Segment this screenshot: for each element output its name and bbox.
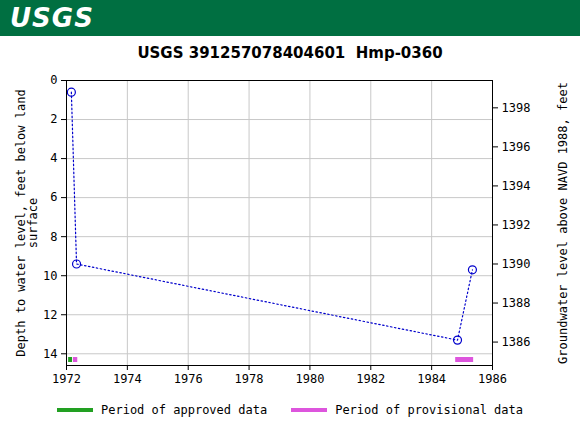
html-text:Period of provisional data: Period of provisional data — [335, 403, 523, 417]
svg-text:2: 2 — [50, 112, 57, 126]
svg-text:1390: 1390 — [502, 257, 531, 271]
svg-text:10: 10 — [43, 269, 57, 283]
html-text:USGS 391257078404601 Hmp-0360: USGS 391257078404601 Hmp-0360 — [137, 44, 443, 62]
svg-text:1388: 1388 — [502, 296, 531, 310]
svg-text:1976: 1976 — [174, 372, 203, 386]
svg-text:1398: 1398 — [502, 101, 531, 115]
svg-text:1978: 1978 — [235, 372, 264, 386]
svg-text:0: 0 — [50, 73, 57, 87]
html-text:USGS: USGS — [10, 3, 94, 33]
svg-text:1986: 1986 — [478, 372, 507, 386]
svg-text:1974: 1974 — [113, 372, 142, 386]
svg-text:14: 14 — [43, 347, 57, 361]
svg-text:12: 12 — [43, 308, 57, 322]
svg-text:1972: 1972 — [52, 372, 81, 386]
svg-text:1386: 1386 — [502, 335, 531, 349]
svg-text:1982: 1982 — [356, 372, 385, 386]
svg-text:Groundwater level above NAVD 1: Groundwater level above NAVD 1988, feet — [556, 82, 570, 364]
html-text:Period of approved data: Period of approved data — [101, 403, 268, 417]
svg-text:6: 6 — [50, 190, 57, 204]
svg-text:1980: 1980 — [295, 372, 324, 386]
svg-text:8: 8 — [50, 230, 57, 244]
svg-text:1984: 1984 — [417, 372, 446, 386]
svg-text:1392: 1392 — [502, 218, 531, 232]
svg-text:1396: 1396 — [502, 140, 531, 154]
svg-text:4: 4 — [50, 151, 57, 165]
svg-text:Depth to water level, feet bel: Depth to water level, feet below landsur… — [14, 89, 40, 356]
svg-text:1394: 1394 — [502, 179, 531, 193]
